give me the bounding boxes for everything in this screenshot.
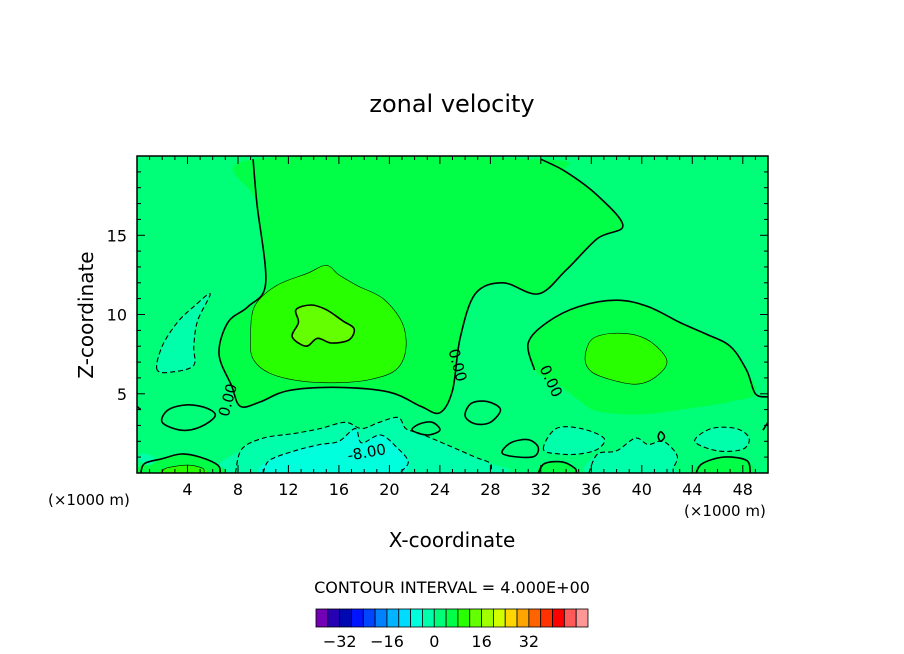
contour-fill-region-9 bbox=[584, 438, 680, 473]
x-tick-label: 8 bbox=[233, 480, 243, 499]
zero-contour-line-5 bbox=[501, 438, 540, 459]
zero-contour-line-4 bbox=[464, 400, 502, 426]
x-axis-ticks: 4 8 12 16 20 24 28 32 36 40 44 48 bbox=[136, 156, 769, 499]
colorbar-swatch bbox=[540, 608, 553, 628]
colorbar-swatch bbox=[422, 608, 435, 628]
colorbar-swatch bbox=[552, 608, 565, 628]
colorbar bbox=[315, 608, 589, 628]
z-axis-unit: (×1000 m) bbox=[684, 502, 766, 520]
colorbar-swatch bbox=[374, 608, 388, 628]
zero-contour-line-9 bbox=[411, 421, 441, 436]
x-axis-unit-left: (×1000 m) bbox=[48, 491, 130, 509]
colorbar-swatch bbox=[504, 608, 518, 628]
y-tick-label: 15 bbox=[107, 226, 127, 245]
contour-fill-region-15 bbox=[137, 453, 155, 466]
colorbar-swatch bbox=[410, 608, 423, 628]
y-tick-label: 10 bbox=[107, 306, 127, 325]
colorbar-tick-label: −16 bbox=[370, 632, 404, 651]
colorbar-swatch bbox=[563, 608, 577, 628]
x-axis-label: X-coordinate bbox=[389, 528, 516, 552]
zero-contour-line-8 bbox=[537, 460, 578, 473]
x-tick-label: 48 bbox=[733, 480, 753, 499]
x-tick-label: 24 bbox=[430, 480, 450, 499]
colorbar-swatch bbox=[457, 608, 471, 628]
contour-fill-region-8 bbox=[543, 426, 605, 455]
contour-fill-region-10 bbox=[694, 427, 750, 452]
zero-contour-line-2 bbox=[291, 304, 356, 347]
negative-contour-line-1 bbox=[234, 416, 493, 473]
colorbar-swatch bbox=[469, 608, 482, 628]
zero-contour-line-6 bbox=[140, 453, 222, 473]
zero-contour-line-12 bbox=[762, 421, 768, 431]
contour-fill-region-7 bbox=[258, 428, 409, 473]
contour-fill-region-4 bbox=[292, 305, 355, 347]
zero-contour-line-1 bbox=[527, 299, 768, 398]
positive-contour-line-0 bbox=[250, 265, 407, 384]
x-tick-label: 20 bbox=[379, 480, 399, 499]
contour-fill-region-3 bbox=[585, 333, 667, 385]
chart-title: zonal velocity bbox=[369, 90, 534, 118]
colorbar-tick-labels: −32 −16 0 16 32 bbox=[323, 632, 539, 651]
colorbar-swatch bbox=[327, 608, 341, 628]
negative-contour-line-3 bbox=[542, 426, 606, 456]
x-tick-label: 4 bbox=[182, 480, 192, 499]
x-tick-label: 32 bbox=[531, 480, 551, 499]
colorbar-swatch bbox=[362, 608, 376, 628]
positive-contour-line-1 bbox=[584, 332, 668, 385]
negative-contour-line-2 bbox=[262, 428, 409, 473]
x-tick-label: 36 bbox=[581, 480, 601, 499]
colorbar-swatch bbox=[386, 608, 400, 628]
colorbar-tick-label: 16 bbox=[471, 632, 491, 651]
colorbar-swatch bbox=[492, 608, 506, 628]
x-tick-label: 44 bbox=[682, 480, 702, 499]
colorbar-tick-label: 32 bbox=[519, 632, 539, 651]
zero-contour-line-0 bbox=[218, 158, 624, 415]
colorbar-swatch bbox=[445, 608, 459, 628]
y-axis-label: Z-coordinate bbox=[74, 251, 98, 378]
colorbar-tick-label: 0 bbox=[429, 632, 439, 651]
colorbar-swatch bbox=[315, 608, 329, 628]
contour-fill-region-5 bbox=[156, 293, 211, 373]
y-tick-label: 5 bbox=[117, 385, 127, 404]
plot-area: 0.000.00 0.00-8.00 4 8 12 16 20 24 28 32 36 40 44 48… bbox=[107, 155, 769, 499]
y-axis-ticks: 5 10 15 bbox=[107, 155, 768, 474]
colorbar-tick-label: −32 bbox=[323, 632, 357, 651]
contour-lines bbox=[137, 158, 768, 473]
negative-contour-line-4 bbox=[588, 437, 679, 473]
x-tick-label: 40 bbox=[632, 480, 652, 499]
colorbar-swatch bbox=[481, 608, 494, 628]
colorbar-swatch bbox=[433, 608, 447, 628]
x-tick-label: 16 bbox=[329, 480, 349, 499]
zero-contour-line-7 bbox=[695, 456, 752, 473]
colorbar-swatch bbox=[398, 608, 412, 628]
colorbar-swatch bbox=[339, 608, 352, 628]
x-tick-label: 12 bbox=[278, 480, 298, 499]
filled-contours bbox=[137, 156, 756, 473]
colorbar-swatch bbox=[575, 608, 589, 628]
zero-contour-line-3 bbox=[160, 403, 217, 432]
colorbar-swatch bbox=[351, 608, 364, 628]
x-tick-label: 28 bbox=[480, 480, 500, 499]
colorbar-swatch bbox=[516, 608, 530, 628]
colorbar-swatch bbox=[528, 608, 542, 628]
contour-interval-text: CONTOUR INTERVAL = 4.000E+00 bbox=[314, 578, 590, 597]
